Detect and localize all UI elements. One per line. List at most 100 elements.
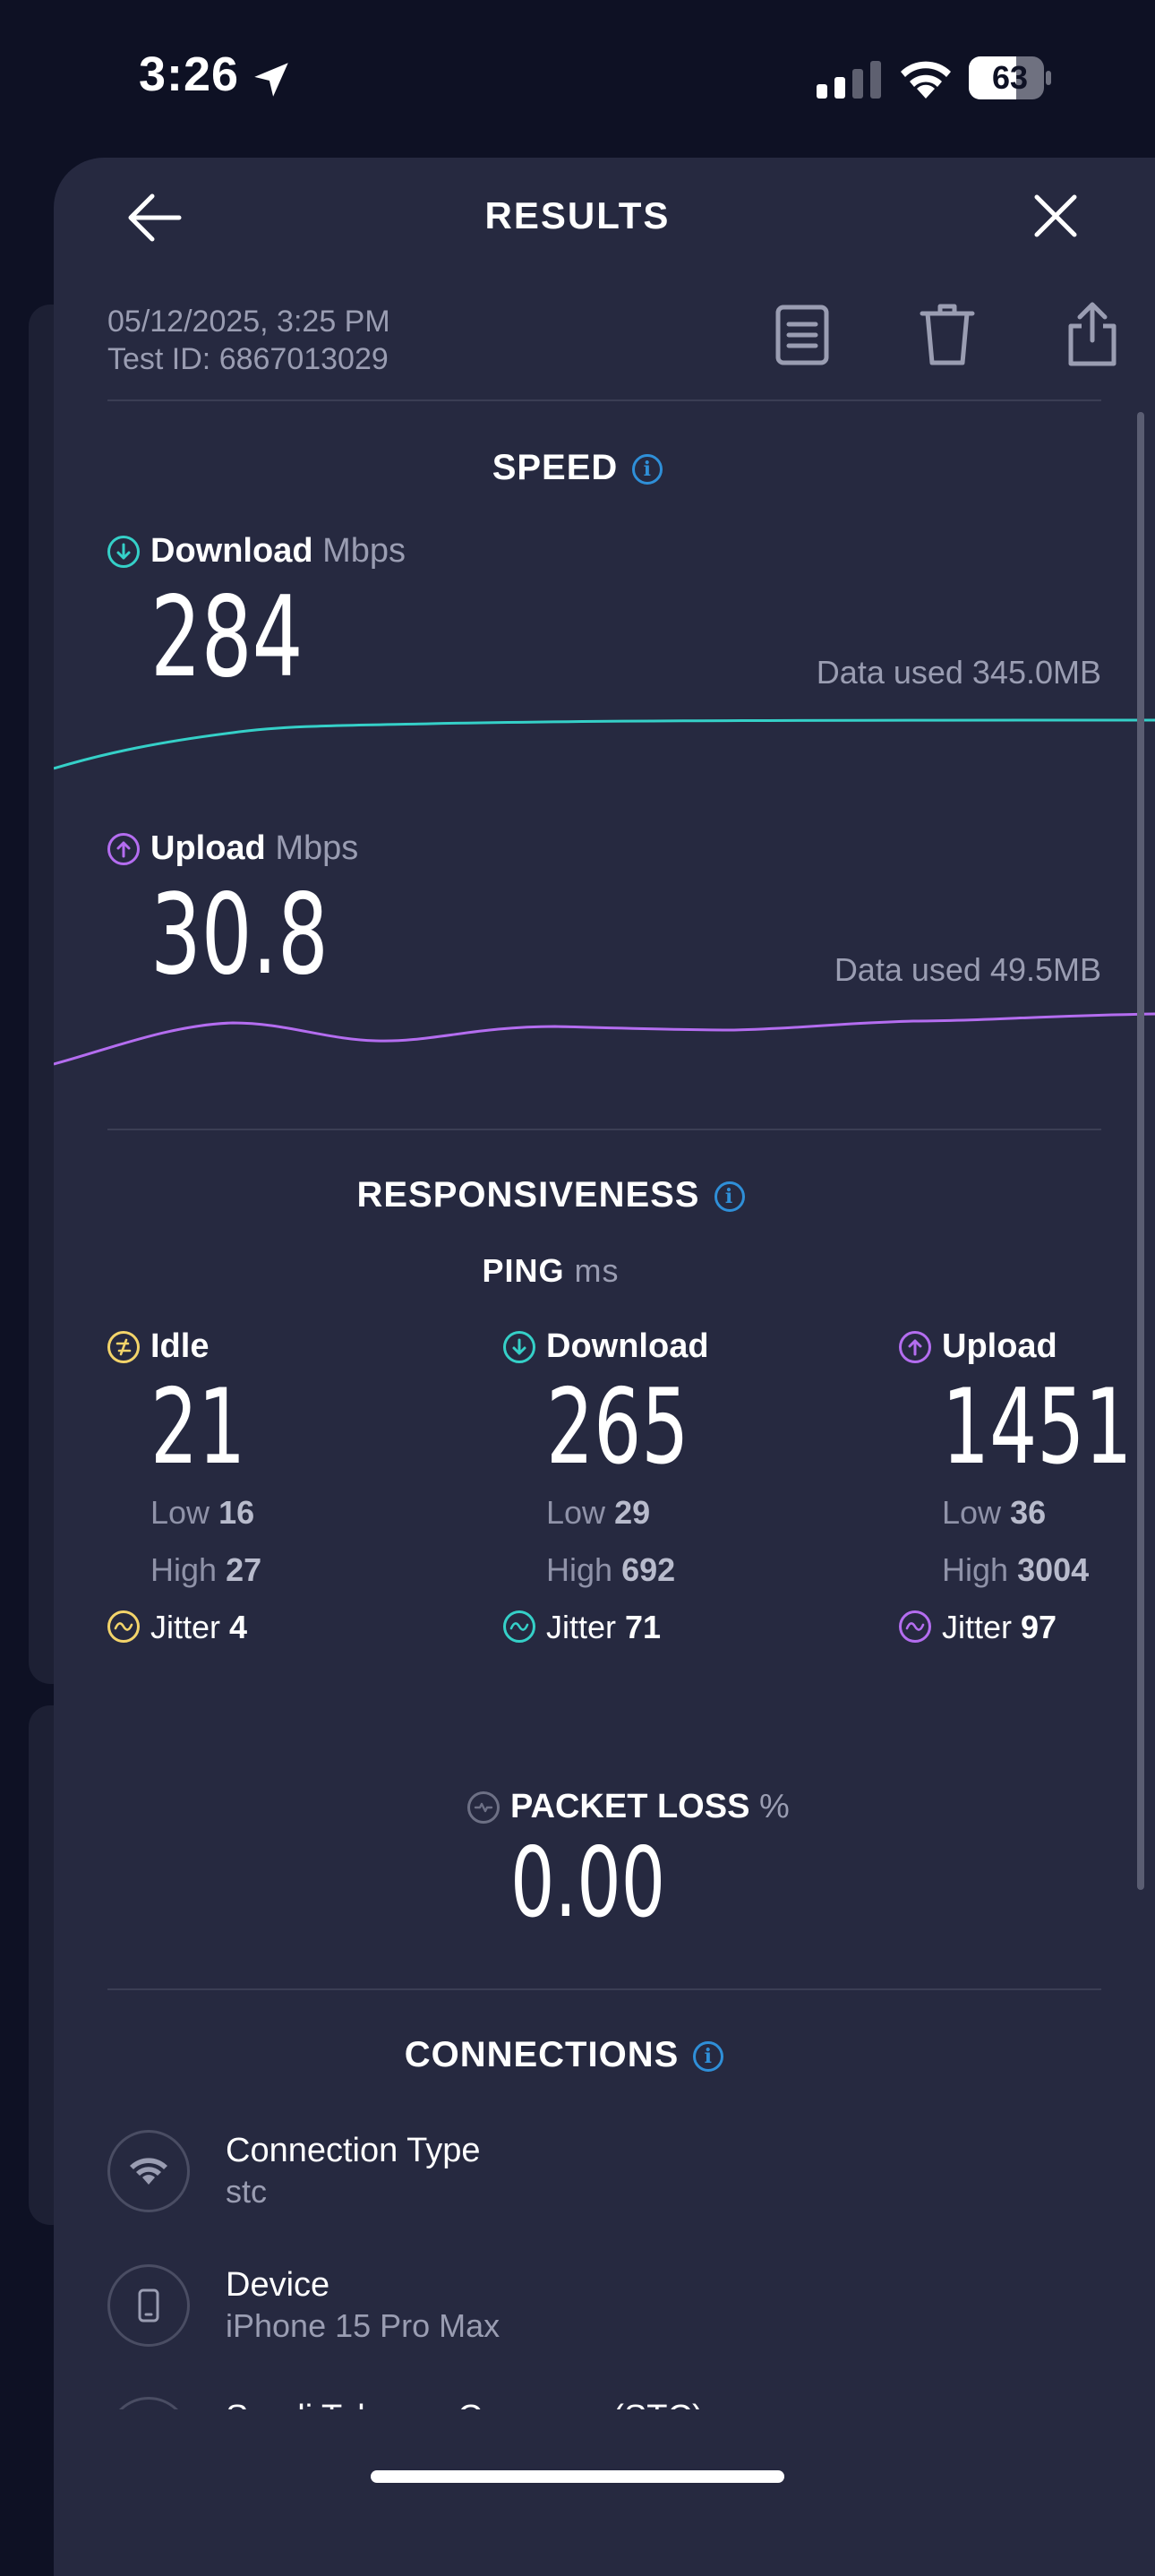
download-ping-icon bbox=[503, 1331, 535, 1363]
speed-section-title: SPEED i bbox=[0, 448, 1155, 488]
download-unit: Mbps bbox=[322, 532, 406, 570]
bottom-fade bbox=[54, 2409, 1155, 2504]
wifi-icon bbox=[107, 2130, 190, 2212]
upload-ping-value: 1451 bbox=[942, 1367, 1133, 1488]
trash-icon[interactable] bbox=[919, 303, 976, 367]
home-indicator[interactable] bbox=[371, 2470, 784, 2483]
idle-jitter: Jitter 4 bbox=[150, 1609, 247, 1646]
divider bbox=[107, 1988, 1101, 1990]
ping-label: PING bbox=[482, 1252, 565, 1289]
responsiveness-title: RESPONSIVENESS bbox=[356, 1175, 700, 1215]
status-time: 3:26 bbox=[139, 47, 240, 101]
download-label: Download Mbps bbox=[150, 532, 406, 571]
test-datetime: 05/12/2025, 3:25 PM bbox=[107, 305, 390, 339]
idle-jitter-label: Jitter bbox=[150, 1609, 221, 1645]
download-speed-graph bbox=[54, 718, 1155, 770]
upload-ping-high: High 3004 bbox=[942, 1551, 1089, 1589]
connection-type-label: Connection Type bbox=[226, 2132, 481, 2169]
idle-ping-value: 21 bbox=[150, 1367, 246, 1488]
connections-section-title: CONNECTIONS i bbox=[0, 2035, 1142, 2075]
status-bar: 3:26 63 bbox=[0, 0, 1155, 157]
upload-ping-low: Low 36 bbox=[942, 1494, 1046, 1532]
packet-loss-label: PACKET LOSS % bbox=[510, 1788, 790, 1826]
download-ping-value: 265 bbox=[546, 1367, 689, 1488]
info-icon[interactable]: i bbox=[714, 1181, 745, 1213]
scrollbar[interactable] bbox=[1137, 412, 1144, 1890]
upload-data-used: Data used 49.5MB bbox=[834, 951, 1101, 988]
device-value: iPhone 15 Pro Max bbox=[226, 2307, 500, 2344]
packet-loss-icon bbox=[467, 1791, 500, 1824]
divider bbox=[107, 399, 1101, 401]
responsiveness-section-title: RESPONSIVENESS i bbox=[0, 1175, 1128, 1215]
battery-icon bbox=[969, 56, 1051, 99]
download-jitter-icon bbox=[503, 1610, 535, 1643]
results-sheet bbox=[54, 158, 1155, 2576]
download-high-value: 692 bbox=[621, 1551, 676, 1588]
download-data-used: Data used 345.0MB bbox=[816, 654, 1101, 691]
upload-speed-value: 30.8 bbox=[150, 871, 329, 1000]
close-icon[interactable] bbox=[1033, 193, 1078, 238]
upload-low-value: 36 bbox=[1010, 1494, 1047, 1531]
ping-unit: ms bbox=[574, 1252, 620, 1289]
upload-jitter-value: 97 bbox=[1021, 1609, 1057, 1645]
idle-high-label: High bbox=[150, 1551, 218, 1588]
speed-title: SPEED bbox=[492, 448, 619, 487]
upload-ping-icon bbox=[899, 1331, 931, 1363]
download-label-text: Download bbox=[150, 532, 313, 570]
idle-low-label: Low bbox=[150, 1494, 210, 1531]
download-ping-low: Low 29 bbox=[546, 1494, 650, 1532]
battery-level: 63 bbox=[991, 59, 1029, 96]
packet-loss-unit: % bbox=[759, 1788, 790, 1825]
upload-jitter-label: Jitter bbox=[942, 1609, 1013, 1645]
upload-ping-label: Upload bbox=[942, 1327, 1057, 1365]
device-label: Device bbox=[226, 2266, 330, 2304]
idle-label: Idle bbox=[150, 1327, 210, 1365]
server-icon bbox=[107, 2397, 190, 2409]
connection-type-value: stc bbox=[226, 2173, 268, 2210]
cellular-signal-icon bbox=[817, 61, 881, 99]
connection-row-clipped: Saudi Telecom Company (STC) bbox=[54, 2383, 1155, 2409]
upload-unit: Mbps bbox=[275, 829, 359, 867]
arrow-left-icon[interactable] bbox=[125, 191, 183, 245]
download-low-label: Low bbox=[546, 1494, 606, 1531]
test-id: Test ID: 6867013029 bbox=[107, 342, 389, 376]
divider bbox=[107, 1129, 1101, 1130]
idle-jitter-icon bbox=[107, 1610, 140, 1643]
download-ping-high: High 692 bbox=[546, 1551, 675, 1589]
packet-loss-label-text: PACKET LOSS bbox=[510, 1788, 750, 1825]
upload-jitter-icon bbox=[899, 1610, 931, 1643]
download-arrow-icon bbox=[107, 536, 140, 568]
wifi-status-icon bbox=[901, 61, 951, 99]
download-ping-label: Download bbox=[546, 1327, 709, 1365]
idle-high: High 27 bbox=[150, 1551, 261, 1589]
download-low-value: 29 bbox=[614, 1494, 651, 1531]
location-arrow-icon bbox=[254, 63, 288, 97]
share-icon[interactable] bbox=[1065, 301, 1119, 367]
ping-heading: PING ms bbox=[0, 1252, 1128, 1290]
upload-arrow-icon bbox=[107, 833, 140, 865]
idle-icon bbox=[107, 1331, 140, 1363]
download-jitter-value: 71 bbox=[625, 1609, 662, 1645]
upload-label-text: Upload bbox=[150, 829, 266, 867]
upload-high-label: High bbox=[942, 1551, 1009, 1588]
idle-low: Low 16 bbox=[150, 1494, 254, 1532]
download-high-label: High bbox=[546, 1551, 613, 1588]
upload-speed-graph bbox=[54, 1012, 1155, 1066]
upload-low-label: Low bbox=[942, 1494, 1002, 1531]
packet-loss-value: 0.00 bbox=[510, 1827, 666, 1939]
info-icon[interactable]: i bbox=[693, 2041, 724, 2073]
download-speed-value: 284 bbox=[150, 573, 304, 702]
page-title: RESULTS bbox=[484, 194, 671, 236]
connections-title: CONNECTIONS bbox=[404, 2035, 680, 2074]
download-jitter: Jitter 71 bbox=[546, 1609, 661, 1646]
idle-low-value: 16 bbox=[218, 1494, 255, 1531]
document-icon[interactable] bbox=[775, 305, 829, 365]
battery-indicator: 63 bbox=[969, 56, 1051, 99]
info-icon[interactable]: i bbox=[632, 454, 663, 485]
idle-jitter-value: 4 bbox=[229, 1609, 248, 1645]
upload-high-value: 3004 bbox=[1017, 1551, 1090, 1588]
upload-label: Upload Mbps bbox=[150, 829, 358, 868]
upload-jitter: Jitter 97 bbox=[942, 1609, 1057, 1646]
provider-label: Saudi Telecom Company (STC) bbox=[226, 2399, 704, 2409]
idle-high-value: 27 bbox=[226, 1551, 262, 1588]
